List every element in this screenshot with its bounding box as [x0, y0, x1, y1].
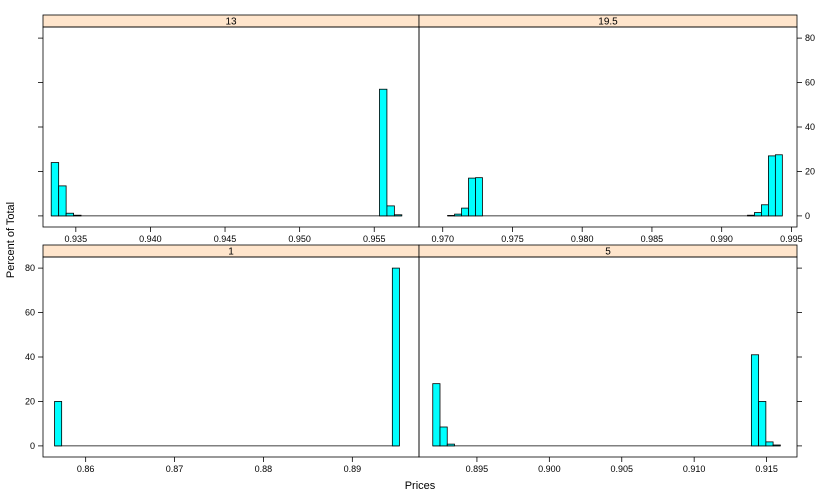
x-tick-label-19-5-1: 0.975 — [501, 234, 524, 244]
x-tick-label-19-5-0: 0.970 — [431, 234, 454, 244]
bar-13-5 — [386, 205, 395, 217]
x-tick-label-5-0: 0.895 — [466, 464, 489, 474]
strip-label-19-5: 19.5 — [598, 17, 618, 28]
y-axis-label: Percent of Total — [5, 202, 17, 278]
strip-label-13: 13 — [225, 17, 237, 28]
x-tick-label-13-2: 0.945 — [214, 234, 237, 244]
bar-5-1 — [439, 426, 448, 447]
panels-layer: 13 0.935 0.940 0.945 0.950 0.955 19.5 0.970 0.97… — [25, 14, 815, 474]
bar-19-5-2 — [461, 207, 469, 217]
x-tick-label-19-5-4: 0.990 — [710, 234, 733, 244]
bar-19-5-7 — [761, 204, 769, 217]
x-tick-label-19-5-5: 0.995 — [780, 234, 803, 244]
bar-13-3 — [73, 214, 82, 217]
x-tick-label-1-0: 0.86 — [77, 464, 95, 474]
x-tick-label-5-1: 0.900 — [538, 464, 561, 474]
panel-19-5: 19.5 0.970 0.975 0.980 0.985 0.990 0.995 0 20 40 6… — [418, 14, 815, 244]
y-tick-label-19-5-3: 60 — [805, 78, 815, 88]
y-tick-label-19-5-4: 80 — [805, 33, 815, 43]
y-tick-label-19-5-0: 0 — [805, 211, 810, 221]
bar-1-0 — [54, 401, 63, 447]
x-axis-label: Prices — [405, 480, 436, 492]
panel-frame-13 — [42, 26, 420, 228]
strip-label-1: 1 — [228, 247, 234, 258]
x-tick-label-19-5-3: 0.985 — [641, 234, 664, 244]
bar-19-5-5 — [747, 214, 755, 217]
bar-5-2 — [446, 443, 455, 447]
y-tick-label-19-5-2: 40 — [805, 122, 815, 132]
x-tick-label-1-1: 0.87 — [166, 464, 184, 474]
bar-5-4 — [758, 401, 767, 447]
bar-19-5-4 — [475, 177, 483, 217]
x-tick-label-13-4: 0.955 — [363, 234, 386, 244]
x-tick-label-5-2: 0.905 — [610, 464, 633, 474]
bar-19-5-3 — [468, 177, 476, 217]
bar-13-4 — [379, 88, 388, 217]
panel-frame-1 — [42, 256, 420, 458]
x-tick-label-19-5-2: 0.980 — [571, 234, 594, 244]
y-tick-label-19-5-1: 20 — [805, 166, 815, 176]
y-tick-label-1-2: 40 — [25, 352, 35, 362]
panel-5: 5 0.895 0.900 0.905 0.910 0.915 — [418, 244, 802, 474]
bar-19-5-8 — [768, 155, 776, 217]
x-tick-label-5-3: 0.910 — [683, 464, 706, 474]
bar-5-5 — [765, 441, 774, 447]
x-tick-label-13-1: 0.940 — [139, 234, 162, 244]
y-tick-label-1-1: 20 — [25, 396, 35, 406]
bar-5-3 — [750, 354, 760, 447]
panel-frame-5 — [418, 256, 798, 458]
bar-5-0 — [432, 383, 441, 447]
bar-19-5-6 — [754, 212, 762, 217]
x-tick-label-13-0: 0.935 — [65, 234, 88, 244]
bar-5-6 — [772, 444, 781, 447]
bar-13-0 — [50, 162, 60, 217]
x-tick-label-1-3: 0.89 — [344, 464, 362, 474]
bar-13-2 — [65, 212, 74, 217]
x-tick-label-5-4: 0.915 — [755, 464, 778, 474]
x-tick-label-1-2: 0.88 — [255, 464, 273, 474]
y-tick-label-1-3: 60 — [25, 308, 35, 318]
bar-13-1 — [58, 185, 67, 217]
bar-1-1 — [391, 267, 400, 447]
bar-19-5-9 — [774, 154, 783, 217]
strip-label-5: 5 — [605, 247, 611, 258]
panel-13: 13 0.935 0.940 0.945 0.950 0.955 — [38, 14, 420, 244]
panel-1: 1 0.86 0.87 0.88 0.89 0 20 40 60 80 — [25, 244, 420, 474]
y-tick-label-1-0: 0 — [30, 441, 35, 451]
bar-13-6 — [393, 214, 403, 217]
x-tick-label-13-3: 0.950 — [288, 234, 311, 244]
bar-19-5-1 — [454, 213, 462, 217]
y-tick-label-1-4: 80 — [25, 263, 35, 273]
